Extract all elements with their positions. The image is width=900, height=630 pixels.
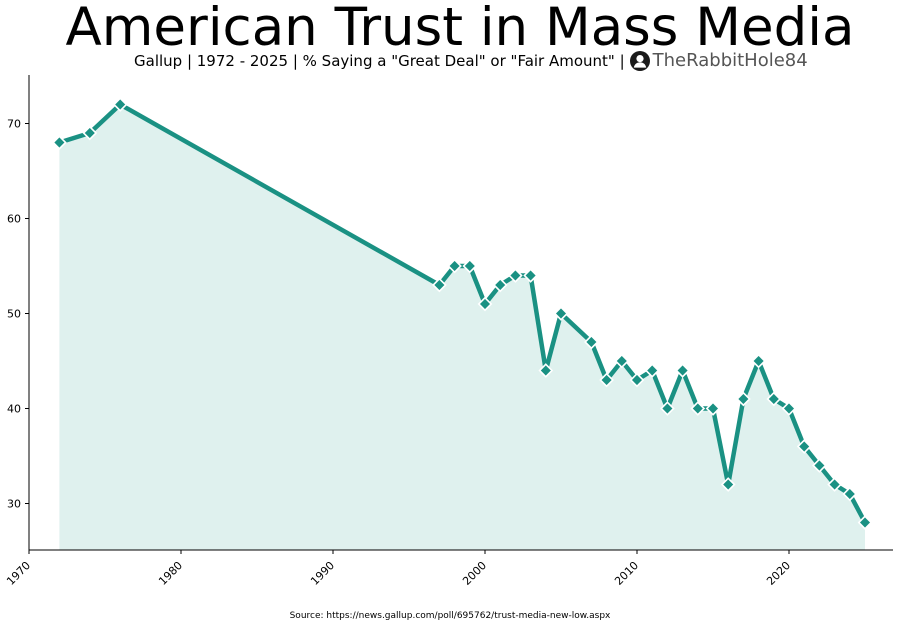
data-point-1976 bbox=[112, 97, 128, 112]
x-tick-label-2020: 2020 bbox=[764, 559, 793, 588]
data-point-2014 bbox=[690, 401, 706, 416]
data-point-1974 bbox=[82, 125, 98, 141]
y-tick-label-60: 60 bbox=[7, 213, 21, 226]
data-point-2003 bbox=[523, 268, 538, 283]
data-point-2015 bbox=[705, 401, 721, 416]
chart-subtitle: Gallup | 1972 - 2025 | % Saying a "Great… bbox=[134, 52, 625, 70]
data-point-2017 bbox=[736, 391, 751, 407]
y-tick-label-40: 40 bbox=[7, 403, 21, 416]
data-points-layer bbox=[52, 97, 873, 530]
data-point-1972 bbox=[52, 135, 67, 150]
data-point-2023 bbox=[827, 477, 842, 492]
data-point-2011 bbox=[644, 363, 660, 378]
data-point-2025 bbox=[857, 515, 873, 530]
data-point-2013 bbox=[675, 363, 690, 378]
data-point-2020 bbox=[781, 401, 797, 416]
data-point-2007 bbox=[584, 334, 599, 350]
data-point-2004 bbox=[538, 363, 554, 378]
data-point-1997 bbox=[432, 277, 447, 293]
data-point-2005 bbox=[553, 306, 569, 321]
y-tick-label-30: 30 bbox=[7, 498, 21, 511]
data-point-2021 bbox=[796, 439, 812, 454]
chart-title: American Trust in Mass Media bbox=[65, 0, 855, 58]
brand: TheRabbitHole84 bbox=[629, 50, 808, 72]
x-tick-label-1980: 1980 bbox=[156, 559, 185, 588]
data-point-2002 bbox=[508, 268, 523, 283]
data-point-2018 bbox=[751, 353, 766, 369]
y-tick-label-70: 70 bbox=[7, 118, 21, 131]
data-point-1999 bbox=[462, 258, 478, 274]
data-point-2016 bbox=[720, 477, 736, 492]
data-point-2019 bbox=[766, 391, 782, 407]
source-note: Source: https://news.gallup.com/poll/695… bbox=[289, 611, 611, 621]
area-fill bbox=[59, 104, 865, 550]
x-tick-label-2010: 2010 bbox=[612, 559, 641, 588]
data-point-2000 bbox=[477, 296, 493, 312]
brand-name: TheRabbitHole84 bbox=[652, 50, 808, 71]
x-tick-label-1990: 1990 bbox=[308, 559, 337, 588]
data-point-2008 bbox=[599, 372, 614, 388]
x-tick-label-2000: 2000 bbox=[460, 559, 489, 588]
person-silhouette-icon bbox=[629, 51, 650, 71]
data-point-2010 bbox=[629, 372, 645, 388]
x-tick-label-1970: 1970 bbox=[4, 559, 33, 588]
y-tick-label-50: 50 bbox=[7, 308, 21, 321]
data-point-1998 bbox=[447, 258, 462, 274]
area-fill-layer bbox=[59, 104, 865, 550]
data-point-2012 bbox=[660, 401, 675, 416]
subtitle-row: Gallup | 1972 - 2025 | % Saying a "Great… bbox=[134, 48, 808, 74]
data-point-2009 bbox=[614, 353, 630, 369]
data-point-2022 bbox=[812, 458, 827, 473]
data-point-2001 bbox=[492, 277, 508, 293]
data-point-2024 bbox=[842, 486, 858, 502]
